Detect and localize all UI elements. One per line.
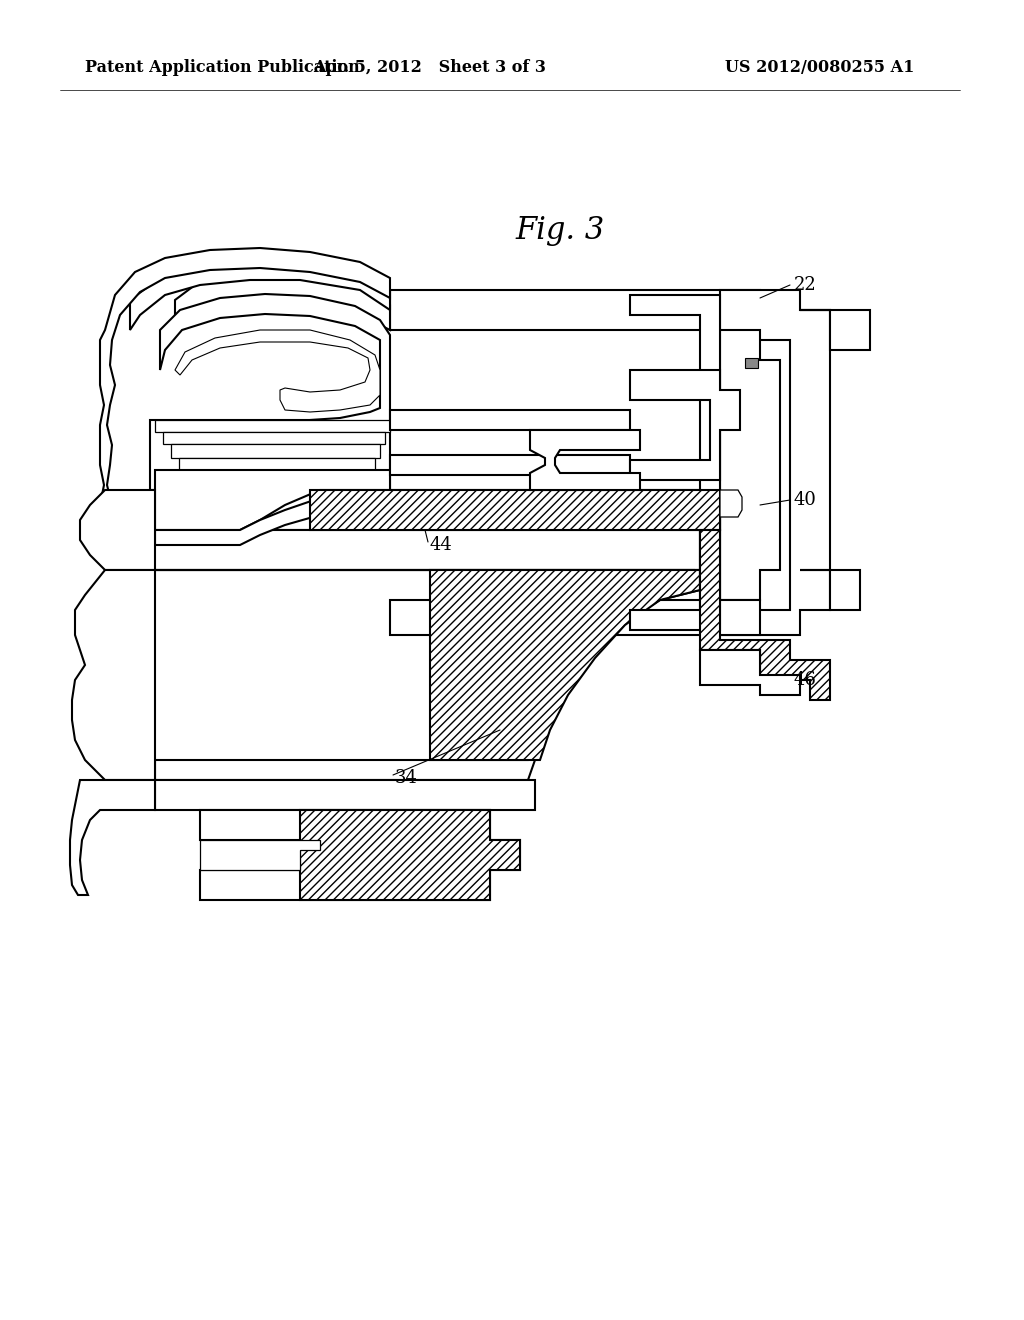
Polygon shape bbox=[800, 310, 870, 350]
Polygon shape bbox=[700, 531, 830, 700]
Polygon shape bbox=[720, 490, 742, 517]
Polygon shape bbox=[175, 330, 380, 412]
Text: 46: 46 bbox=[794, 671, 817, 689]
Polygon shape bbox=[150, 531, 700, 570]
Polygon shape bbox=[179, 458, 375, 470]
Polygon shape bbox=[430, 570, 700, 760]
Polygon shape bbox=[530, 430, 640, 490]
Polygon shape bbox=[155, 420, 390, 432]
Polygon shape bbox=[745, 358, 758, 368]
Polygon shape bbox=[630, 370, 740, 480]
Polygon shape bbox=[155, 470, 390, 531]
Polygon shape bbox=[175, 272, 390, 330]
Text: 34: 34 bbox=[395, 770, 418, 787]
Polygon shape bbox=[150, 420, 390, 490]
Polygon shape bbox=[720, 290, 830, 635]
Polygon shape bbox=[155, 570, 700, 780]
Polygon shape bbox=[390, 455, 630, 475]
Polygon shape bbox=[80, 490, 155, 570]
Polygon shape bbox=[720, 330, 780, 601]
Polygon shape bbox=[155, 495, 390, 545]
Text: Fig. 3: Fig. 3 bbox=[515, 214, 604, 246]
Polygon shape bbox=[200, 810, 520, 900]
Polygon shape bbox=[72, 570, 155, 780]
Polygon shape bbox=[390, 601, 760, 635]
Polygon shape bbox=[163, 432, 385, 444]
Text: 44: 44 bbox=[430, 536, 453, 554]
Polygon shape bbox=[300, 810, 520, 900]
Polygon shape bbox=[390, 290, 760, 330]
Text: US 2012/0080255 A1: US 2012/0080255 A1 bbox=[725, 59, 914, 77]
Polygon shape bbox=[171, 444, 380, 458]
Polygon shape bbox=[700, 649, 800, 696]
Polygon shape bbox=[150, 490, 720, 531]
Polygon shape bbox=[800, 570, 860, 610]
Text: Patent Application Publication: Patent Application Publication bbox=[85, 59, 359, 77]
Polygon shape bbox=[630, 294, 720, 630]
Polygon shape bbox=[160, 294, 390, 442]
Text: Apr. 5, 2012   Sheet 3 of 3: Apr. 5, 2012 Sheet 3 of 3 bbox=[313, 59, 547, 77]
Polygon shape bbox=[70, 780, 155, 895]
Polygon shape bbox=[390, 411, 630, 430]
Text: 22: 22 bbox=[794, 276, 817, 294]
Polygon shape bbox=[310, 490, 720, 531]
Text: 40: 40 bbox=[794, 491, 817, 510]
Polygon shape bbox=[130, 261, 390, 330]
Polygon shape bbox=[100, 248, 390, 558]
Polygon shape bbox=[155, 780, 535, 810]
Polygon shape bbox=[200, 840, 319, 870]
